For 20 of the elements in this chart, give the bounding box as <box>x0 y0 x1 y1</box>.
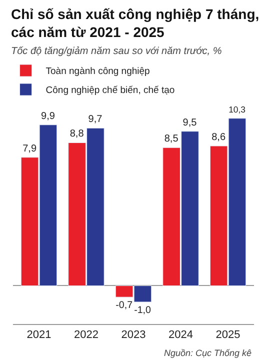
data-label: 7,9 <box>22 143 37 154</box>
x-tick-label: 2021 <box>26 329 52 342</box>
data-label: 9,9 <box>41 110 56 122</box>
data-label: 9,5 <box>182 117 198 128</box>
legend-label: Toàn ngành công nghiệp <box>46 66 150 78</box>
data-label: 9,7 <box>88 114 103 126</box>
chart-subtitle: Tốc độ tăng/giảm năm sau so với năm trước, % <box>11 46 222 57</box>
chart-title: Chỉ số sản xuất công nghiệp 7 tháng, các năm từ 2021 - 2025 <box>11 6 260 40</box>
x-tick-label: 2023 <box>121 329 146 342</box>
x-tick-label: 2025 <box>216 329 240 342</box>
data-label: -1,0 <box>134 304 152 316</box>
data-label: 10,3 <box>228 104 246 115</box>
data-label: -0,7 <box>116 300 133 311</box>
x-tick-label: 2024 <box>168 329 193 342</box>
text: Nguồn: Cục Thống kê <box>164 348 252 358</box>
data-label: 8,5 <box>164 134 179 145</box>
x-tick-label: 2022 <box>74 329 98 342</box>
legend-label: Công nghiệp chế biến, chế tạo <box>46 85 175 96</box>
data-label: 8,8 <box>70 128 84 140</box>
data-label: 8,6 <box>212 132 226 143</box>
